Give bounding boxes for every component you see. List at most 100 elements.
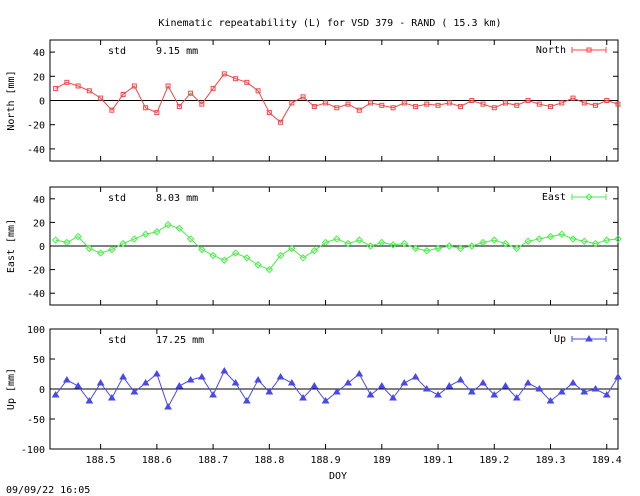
up-legend-marker — [585, 335, 593, 342]
east-data-point — [569, 235, 577, 243]
east-data-point — [310, 247, 319, 255]
east-data-point — [209, 251, 217, 260]
up-data-point — [411, 373, 420, 380]
east-data-point — [220, 256, 229, 264]
east-data-point — [74, 232, 82, 241]
x-tick-label: 188.7 — [198, 455, 228, 466]
up-data-point — [96, 379, 105, 386]
up-data-point — [445, 382, 454, 389]
up-data-point — [377, 382, 386, 389]
east-data-point — [153, 228, 161, 236]
north-data-point — [503, 100, 509, 106]
north-data-point — [559, 100, 565, 106]
up-data-point — [512, 394, 521, 401]
up-data-point — [265, 388, 274, 395]
up-data-point — [130, 388, 139, 395]
north-data-point — [221, 71, 227, 77]
up-data-point — [366, 391, 375, 398]
up-y-tick-label: 100 — [27, 325, 45, 336]
north-data-point — [581, 100, 587, 106]
east-data-point — [524, 237, 532, 245]
up-data-point — [119, 373, 127, 380]
east-data-point — [198, 245, 206, 254]
east-data-point — [591, 239, 600, 248]
north-data-point — [345, 101, 351, 107]
north-data-point — [300, 94, 306, 100]
north-y-tick-label: 0 — [39, 97, 45, 108]
north-data-point — [480, 101, 486, 107]
up-y-tick-label: -50 — [27, 415, 45, 426]
east-data-point — [603, 236, 611, 244]
x-tick-label: 189.2 — [479, 455, 509, 466]
up-y-axis-label: Up [mm] — [6, 368, 17, 410]
up-data-point — [456, 376, 465, 383]
north-data-point — [165, 83, 171, 89]
x-tick-label: 189.1 — [423, 455, 453, 466]
up-data-point — [175, 382, 184, 389]
north-data-point — [368, 100, 374, 106]
north-std-value: 9.15 mm — [156, 46, 198, 57]
up-data-point — [332, 388, 341, 395]
up-data-point — [85, 397, 94, 404]
north-data-point — [86, 88, 92, 94]
up-y-tick-label: 50 — [33, 355, 45, 366]
north-data-point — [131, 83, 137, 89]
east-data-point — [411, 244, 420, 253]
x-tick-label: 188.5 — [86, 455, 116, 466]
north-data-point — [210, 85, 216, 91]
north-legend-marker — [586, 47, 592, 53]
east-data-point — [355, 236, 364, 244]
east-data-point — [164, 221, 172, 229]
north-data-point — [233, 76, 239, 82]
east-data-point — [288, 244, 296, 253]
east-y-tick-label: 40 — [33, 195, 45, 206]
east-series-line — [55, 224, 619, 271]
east-data-point — [456, 244, 465, 253]
east-data-point — [333, 235, 341, 243]
east-data-point — [558, 230, 566, 238]
north-data-point — [435, 102, 441, 108]
up-data-point — [107, 394, 116, 401]
north-data-point — [424, 101, 430, 107]
east-legend-marker — [585, 193, 593, 201]
east-y-axis-label: East [mm] — [6, 219, 17, 273]
east-data-point — [445, 242, 453, 250]
up-data-point — [310, 382, 319, 389]
east-data-point — [389, 241, 397, 249]
north-data-point — [413, 104, 419, 110]
north-data-point — [356, 107, 362, 113]
north-data-point — [199, 101, 205, 107]
up-data-point — [614, 373, 622, 380]
north-data-point — [548, 104, 554, 110]
up-data-point — [74, 382, 83, 389]
east-data-point — [254, 261, 262, 269]
east-data-point — [580, 237, 588, 245]
north-data-point — [570, 95, 576, 101]
up-data-point — [501, 382, 510, 389]
east-data-point — [423, 247, 431, 255]
up-data-point — [557, 388, 566, 395]
up-std-value: 17.25 mm — [156, 335, 204, 346]
x-tick-label: 189 — [373, 455, 391, 466]
east-data-point — [299, 254, 307, 262]
north-data-point — [323, 100, 329, 106]
north-panel: 40 20 0 -20 -40 North [mm] std 9.15 mm North — [6, 39, 621, 162]
east-data-point — [243, 254, 251, 262]
north-y-axis-label: North [mm] — [6, 70, 17, 130]
up-data-point — [422, 385, 431, 392]
north-legend-label: North — [536, 45, 566, 56]
up-data-point — [355, 370, 364, 377]
east-y-tick-label: -40 — [27, 289, 45, 300]
up-data-point — [569, 379, 577, 386]
east-data-point — [434, 244, 442, 253]
up-data-point — [602, 391, 611, 398]
east-data-point — [276, 251, 285, 260]
north-data-point — [64, 79, 70, 85]
up-y-tick-label: 0 — [39, 385, 45, 396]
up-data-point — [254, 376, 262, 383]
up-data-point — [186, 376, 195, 383]
up-data-point — [535, 385, 544, 392]
up-data-point — [220, 367, 229, 374]
up-data-point — [580, 388, 589, 395]
x-tick-label: 188.6 — [142, 455, 172, 466]
